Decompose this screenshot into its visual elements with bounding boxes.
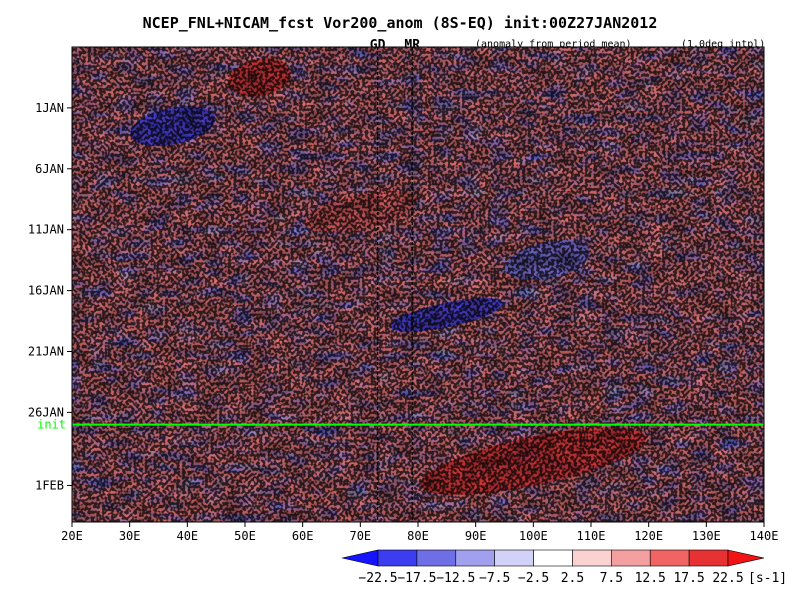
colorbar-label: −12.5 [436, 571, 475, 586]
colorbar-segment [572, 549, 612, 567]
colorbar-label: −17.5 [397, 571, 436, 586]
colorbar-segment [611, 549, 651, 567]
y-tick-label: 21JAN [28, 344, 64, 358]
x-tick-label: 120E [634, 529, 663, 543]
y-axis: 1JAN 6JAN 11JAN 16JAN 21JAN 26JAN 1FEB [28, 101, 72, 492]
y-tick-label: 1JAN [35, 101, 64, 115]
colorbar-label: 7.5 [600, 571, 623, 586]
colorbar-segment [377, 549, 418, 567]
colorbar: −22.5 −17.5 −12.5 −7.5 −2.5 2.5 7.5 12.5 17.5 22.… [341, 549, 765, 586]
x-tick-label: 140E [750, 529, 779, 543]
y-tick-label: 26JAN [28, 405, 64, 419]
colorbar-label: −2.5 [518, 571, 549, 586]
init-label: init [37, 418, 66, 432]
colorbar-high-arrow [727, 549, 765, 567]
y-tick-label: 1FEB [35, 478, 64, 492]
x-tick-label: 100E [519, 529, 548, 543]
colorbar-segment [455, 549, 495, 567]
colorbar-segment [533, 549, 573, 567]
chart-subtitle-left: (anomaly from period mean) [475, 39, 632, 50]
colorbar-low-arrow [341, 549, 379, 567]
x-tick-label: 70E [349, 529, 371, 543]
colorbar-segment [688, 549, 729, 567]
colorbar-label: 12.5 [635, 571, 666, 586]
x-axis: 20E 30E 40E 50E 60E 70E 80E 90E 100E 110E 120E 130E… [61, 522, 778, 543]
colorbar-segment [416, 549, 457, 567]
marker-lines [377, 47, 413, 522]
x-tick-label: 60E [292, 529, 314, 543]
colorbar-label: 22.5 [712, 571, 743, 586]
y-tick-label: 6JAN [35, 162, 64, 176]
x-tick-label: 90E [465, 529, 487, 543]
colorbar-label: −22.5 [358, 571, 397, 586]
x-tick-label: 110E [577, 529, 606, 543]
x-tick-label: 130E [692, 529, 721, 543]
x-tick-label: 40E [176, 529, 198, 543]
x-tick-label: 50E [234, 529, 256, 543]
colorbar-label: 2.5 [561, 571, 584, 586]
colorbar-segment [649, 549, 690, 567]
colorbar-segment [494, 549, 534, 567]
y-tick-label: 16JAN [28, 284, 64, 298]
chart-subtitle-right: (1.0deg intpl) [681, 39, 765, 50]
chart-title: NCEP_FNL+NICAM_fcst Vor200_anom (8S-EQ) … [143, 14, 658, 32]
contour-specks [72, 47, 764, 522]
plot-area [72, 47, 764, 522]
y-tick-label: 11JAN [28, 223, 64, 237]
x-tick-label: 80E [407, 529, 429, 543]
x-tick-label: 20E [61, 529, 83, 543]
colorbar-label: −7.5 [479, 571, 510, 586]
colorbar-label: 17.5 [673, 571, 704, 586]
x-tick-label: 30E [119, 529, 141, 543]
colorbar-unit: [s-1] [748, 571, 787, 586]
